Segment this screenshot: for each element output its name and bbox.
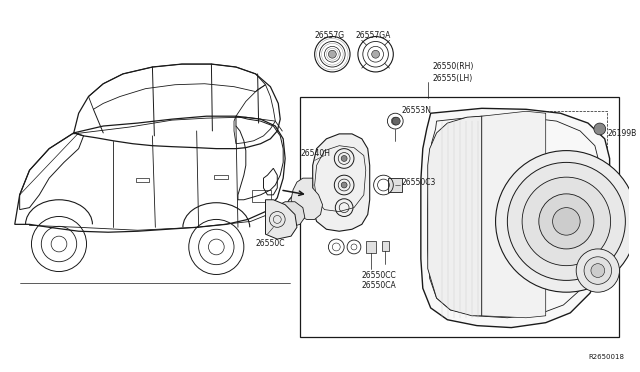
Bar [366, 241, 376, 253]
Text: 26550C: 26550C [255, 239, 285, 248]
Bar [388, 178, 402, 192]
Text: 26555(LH): 26555(LH) [433, 74, 473, 83]
Polygon shape [428, 116, 482, 316]
Text: 26199B: 26199B [607, 129, 637, 138]
Bar [214, 175, 228, 179]
Circle shape [552, 208, 580, 235]
Circle shape [539, 194, 594, 249]
Polygon shape [482, 111, 546, 318]
Circle shape [508, 163, 625, 280]
Bar [136, 178, 150, 182]
Text: 26540H: 26540H [301, 149, 331, 158]
Polygon shape [291, 178, 323, 219]
Text: 26550CA: 26550CA [362, 281, 397, 291]
Bar [546, 111, 607, 185]
Text: 26553N: 26553N [401, 106, 431, 115]
Polygon shape [421, 108, 610, 328]
Circle shape [594, 123, 605, 135]
Polygon shape [279, 202, 305, 227]
Polygon shape [313, 134, 370, 231]
Circle shape [372, 50, 380, 58]
Circle shape [576, 249, 620, 292]
Bar [381, 241, 389, 251]
Polygon shape [266, 200, 297, 239]
Circle shape [341, 155, 347, 161]
Text: 26557G: 26557G [315, 31, 345, 40]
Bar [300, 96, 620, 337]
Text: 26557GA: 26557GA [356, 31, 391, 40]
Circle shape [522, 177, 611, 266]
Circle shape [591, 264, 605, 278]
Text: 26550CC: 26550CC [362, 270, 397, 280]
Bar [252, 190, 271, 202]
Circle shape [584, 257, 612, 284]
Circle shape [341, 182, 347, 188]
Circle shape [328, 50, 336, 58]
Circle shape [391, 117, 399, 125]
Circle shape [495, 151, 637, 292]
Text: 26550C3: 26550C3 [401, 178, 436, 187]
Circle shape [392, 117, 400, 125]
Text: R2650018: R2650018 [588, 354, 624, 360]
Text: 26550(RH): 26550(RH) [433, 62, 474, 71]
